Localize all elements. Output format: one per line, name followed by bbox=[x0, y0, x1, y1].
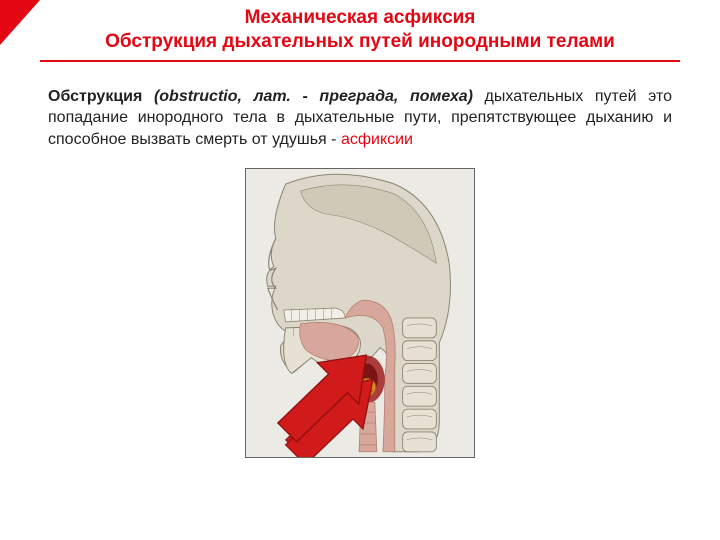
anatomy-svg bbox=[246, 169, 474, 457]
slide-content: Обструкция (obstructio, лат. - преграда,… bbox=[0, 62, 720, 459]
slide-title: Механическая асфиксия Обструкция дыхател… bbox=[40, 6, 680, 54]
slide-header: Механическая асфиксия Обструкция дыхател… bbox=[0, 0, 720, 62]
term-bold: Обструкция bbox=[48, 88, 154, 105]
definition-highlight: асфиксии bbox=[341, 131, 413, 148]
definition-paragraph: Обструкция (obstructio, лат. - преграда,… bbox=[48, 86, 672, 151]
decorative-corner bbox=[0, 0, 40, 45]
figure-container bbox=[48, 168, 672, 458]
title-line-1: Механическая асфиксия bbox=[245, 7, 476, 28]
anatomical-figure bbox=[245, 168, 475, 458]
term-italic: (obstructio, лат. - преграда, помеха) bbox=[154, 88, 485, 105]
title-line-2: Обструкция дыхательных путей инородными … bbox=[105, 31, 615, 52]
